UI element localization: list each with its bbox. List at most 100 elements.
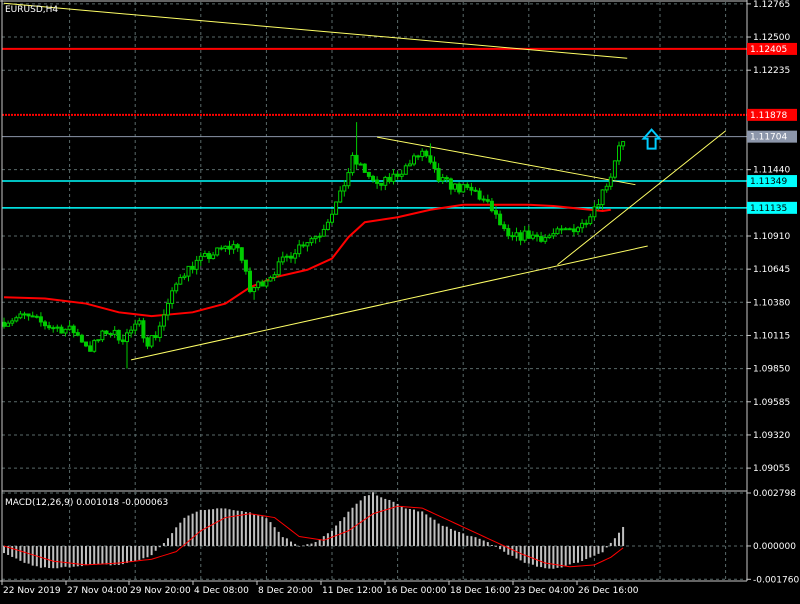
candle-body [289,255,293,259]
candle-body [125,332,129,343]
axes [0,0,748,582]
level-price-tag-text: 1.11878 [750,111,787,121]
macd-indicator-label: MACD(12,26,9) 0.001018 -0.000063 [5,498,168,508]
macd-tick-label: -0.001760 [753,575,799,585]
level-price-tag-text: 1.11704 [750,133,787,143]
candle-body [334,201,339,215]
candle-body [563,228,568,231]
candle-body [149,335,154,347]
candle-body [358,163,363,166]
candle-body [588,216,593,224]
candle-body [469,186,474,191]
time-tick-label: 27 Nov 04:00 [67,586,128,596]
candle-body [366,171,371,177]
candle-body [248,270,252,293]
candle-body [178,277,183,285]
trendlines[interactable] [3,2,726,361]
candle-body [235,244,240,249]
macd-tick-label: 0.000000 [753,542,796,552]
time-axis-labels: 22 Nov 2019 27 Nov 04:00 29 Nov 20:00 4 Dec… [1,581,639,596]
candle-body [166,302,170,316]
candle-body [444,177,449,180]
candle-body [301,244,306,247]
candle-body [362,163,367,173]
price-tick-label: 1.12765 [753,0,790,10]
candle-body [174,283,179,292]
candle-body [202,253,207,257]
candle-body [34,315,39,318]
candle-body [539,235,544,242]
up-arrow-icon[interactable] [641,128,662,150]
candle-body [71,325,76,334]
candle-body [321,228,326,237]
candle-body [63,328,68,334]
level-price-tag [747,175,797,188]
candle-body [243,259,248,272]
candle-body [604,185,609,191]
candle-body [412,155,416,165]
candle-body [342,185,347,192]
price-tick-label: 1.10910 [753,232,790,242]
candle-body [297,244,302,255]
candle-body [325,221,330,230]
candle-body [555,228,560,235]
time-tick-label: 23 Dec 04:00 [514,586,575,596]
price-tick-label: 1.10645 [753,265,790,275]
candle-body [420,150,425,158]
annotations[interactable] [641,128,662,150]
candle-body [129,329,134,334]
price-tick-label: 1.09320 [753,431,790,441]
candle-body [477,190,482,200]
candle-body [6,322,11,327]
candle-body [547,235,552,239]
trendline[interactable] [130,245,648,361]
candle-body [280,256,285,263]
candle-body [153,335,158,338]
horizontal-levels[interactable] [2,47,747,209]
time-tick-label: 26 Dec 16:00 [578,586,639,596]
candle-body [317,235,322,238]
candle-body [498,213,503,226]
candle-body [137,320,142,325]
level-price-tag-text: 1.12405 [750,45,787,55]
candle-body [260,281,265,287]
price-tick-label: 1.09850 [753,365,790,375]
price-tick-label: 1.10115 [753,331,790,341]
time-tick-label: 22 Nov 2019 [3,586,61,596]
candle-body [383,176,388,186]
trendline[interactable] [377,136,636,186]
candle-body [399,173,404,177]
candle-body [375,179,380,184]
candle-body [440,177,445,182]
candle-body [198,255,203,261]
candle-body [600,189,605,206]
level-price-tag [747,42,797,55]
candle-body [276,261,281,276]
candle-body [219,247,224,250]
trendline[interactable] [557,130,726,266]
candle-body [567,228,572,231]
level-price-tag-text: 1.11135 [750,204,787,214]
candle-body [387,176,392,182]
trendline[interactable] [3,2,628,59]
candle-body [256,281,261,289]
candle-body [43,321,47,327]
candle-body [506,228,511,237]
candle-body [26,313,31,317]
time-tick-label: 8 Dec 20:00 [258,586,313,596]
candle-body [59,326,64,334]
candle-body [596,204,601,208]
candle-body [461,184,466,193]
candle-body [354,154,359,165]
candle-body [436,168,441,182]
candle-body [465,184,470,188]
candle-body [309,238,314,244]
candle-body [473,189,478,192]
candle-body [391,173,396,182]
candle-body [432,161,437,170]
candle-body [182,275,187,279]
candle-body [2,321,6,327]
candle-body [576,227,580,233]
